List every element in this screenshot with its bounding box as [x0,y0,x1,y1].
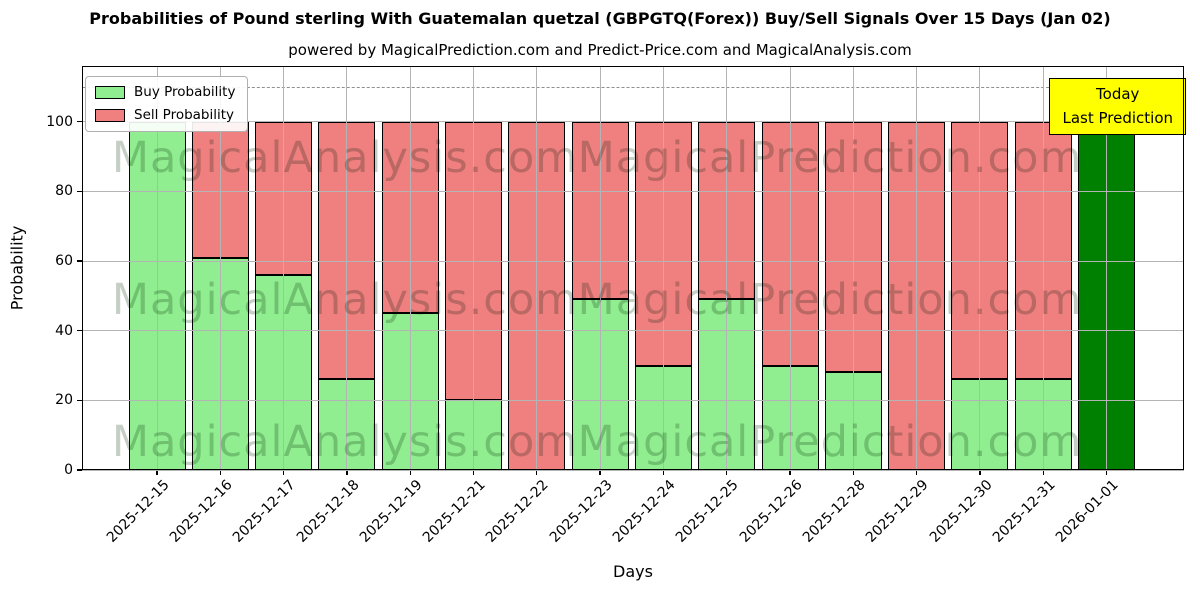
watermark-prediction: MagicalPrediction.com [577,417,1083,467]
x-tick-label: 2025-12-24 [609,477,679,546]
watermark-prediction: MagicalPrediction.com [577,275,1083,325]
legend-label: Sell Probability [134,107,235,123]
x-tick-label: 2026-01-01 [1052,477,1122,546]
y-gridline [82,399,1184,401]
x-tick-mark [472,470,475,475]
x-gridline [346,66,348,470]
legend-item: Sell Probability [95,107,235,123]
dashed-guideline [82,86,1184,88]
x-gridline [156,66,158,470]
x-tick-mark [789,470,791,475]
x-tick-mark [599,470,601,475]
x-tick-mark [536,470,538,475]
y-tick-label: 40 [55,322,73,339]
x-tick-label: 2025-12-29 [863,477,932,546]
y-gridline [82,469,1184,471]
watermark-prediction: MagicalPrediction.com [577,133,1083,183]
y-gridline [82,121,1184,123]
x-gridline [536,66,538,470]
y-tick-label: 20 [55,392,73,409]
chart-subtitle: powered by MagicalPrediction.com and Pre… [288,41,912,59]
y-tick-label: 100 [46,113,73,130]
x-tick-label: 2025-12-26 [736,477,806,546]
legend-item: Buy Probability [95,84,235,100]
x-tick-mark [726,470,728,475]
x-gridline [916,66,918,470]
y-gridline [82,190,1184,192]
plot-area: Buy Probability Sell Probability Today La… [82,66,1186,471]
y-gridline [82,260,1184,262]
x-tick-mark [282,470,285,475]
x-tick-label: 2025-12-19 [356,477,426,546]
x-gridline [789,66,791,470]
x-tick-mark [662,470,665,475]
x-tick-label: 2025-12-22 [483,477,553,546]
x-tick-label: 2025-12-17 [230,477,299,546]
watermark-analysis: MagicalAnalysis.com [111,417,579,467]
x-gridline [219,66,221,470]
x-tick-mark [219,470,221,475]
x-tick-mark [346,470,348,475]
x-gridline [726,66,728,470]
watermark-analysis: MagicalAnalysis.com [111,133,579,183]
x-tick-label: 2025-12-30 [926,477,996,546]
y-axis-label: Probability [7,225,27,311]
x-tick-label: 2025-12-18 [293,477,363,546]
x-gridline [599,66,601,470]
x-tick-label: 2025-12-21 [419,477,489,546]
x-tick-label: 2025-12-28 [799,477,869,546]
x-tick-label: 2025-12-25 [673,477,743,546]
annotation-line-2: Last Prediction [1062,109,1173,128]
x-gridline [979,66,981,470]
x-tick-mark [915,470,918,475]
legend-label: Buy Probability [134,84,236,100]
x-tick-mark [1042,470,1044,475]
legend: Buy Probability Sell Probability [85,76,249,132]
x-tick-label: 2025-12-16 [166,477,236,546]
y-gridline [82,330,1184,332]
x-gridline [409,66,411,470]
y-tick-label: 80 [55,183,73,200]
x-tick-mark [156,470,158,475]
annotation-line-1: Today [1096,85,1140,103]
x-tick-mark [979,470,981,475]
x-gridline [852,66,854,470]
x-gridline [283,66,285,470]
x-gridline [1106,66,1107,470]
x-tick-mark [409,470,411,475]
x-tick-mark [852,470,854,475]
x-gridline [473,66,474,470]
x-tick-label: 2025-12-31 [989,477,1059,546]
watermark-analysis: MagicalAnalysis.com [111,275,579,325]
y-tick-label: 0 [64,462,73,478]
x-tick-label: 2025-12-15 [103,477,173,546]
legend-swatch [95,85,125,99]
chart-title: Probabilities of Pound sterling With Gua… [89,9,1111,28]
x-gridline [1042,66,1044,470]
legend-swatch [95,108,125,122]
x-gridline [662,66,664,470]
x-axis-label: Days [613,562,653,581]
x-tick-mark [1105,470,1108,475]
today-annotation: Today Last Prediction [1049,78,1186,135]
x-tick-label: 2025-12-23 [546,477,616,546]
